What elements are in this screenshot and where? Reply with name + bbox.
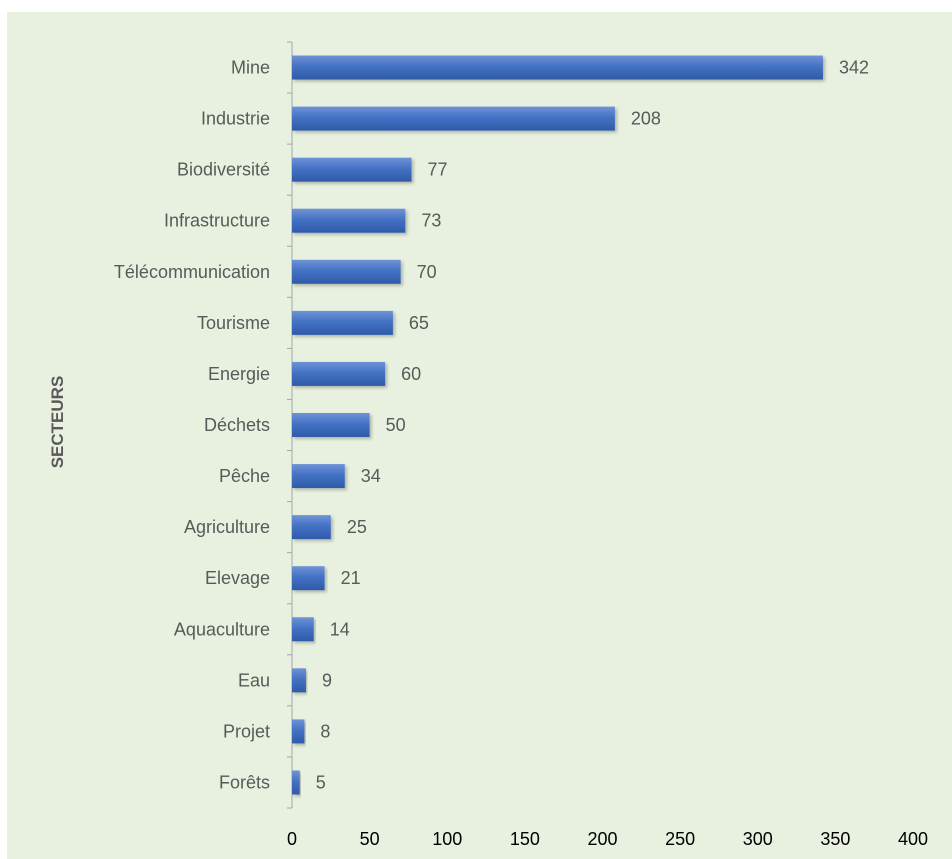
x-tick-label: 400 bbox=[898, 829, 928, 849]
x-tick-label: 250 bbox=[665, 829, 695, 849]
bar-5 bbox=[292, 311, 393, 335]
category-label: Aquaculture bbox=[174, 619, 270, 639]
data-label: 34 bbox=[361, 466, 381, 486]
category-label: Pêche bbox=[219, 466, 270, 486]
category-label: Mine bbox=[231, 58, 270, 78]
bar-7 bbox=[292, 413, 370, 437]
x-tick-label: 300 bbox=[743, 829, 773, 849]
bar-2 bbox=[292, 158, 412, 182]
x-tick-label: 350 bbox=[820, 829, 850, 849]
data-label: 8 bbox=[320, 721, 330, 741]
bar-6 bbox=[292, 362, 385, 386]
data-label: 77 bbox=[428, 160, 448, 180]
data-label: 342 bbox=[839, 58, 869, 78]
category-label: Infrastructure bbox=[164, 211, 270, 231]
category-label: Tourisme bbox=[197, 313, 270, 333]
x-tick-label: 0 bbox=[287, 829, 297, 849]
category-label: Industrie bbox=[201, 109, 270, 129]
x-tick-label: 150 bbox=[510, 829, 540, 849]
bar-13 bbox=[292, 719, 304, 743]
bar-14 bbox=[292, 770, 300, 794]
x-tick-label: 100 bbox=[432, 829, 462, 849]
x-tick-label: 50 bbox=[360, 829, 380, 849]
data-label: 25 bbox=[347, 517, 367, 537]
data-label: 73 bbox=[421, 211, 441, 231]
bar-0 bbox=[292, 56, 823, 80]
bar-11 bbox=[292, 617, 314, 641]
category-label: Elevage bbox=[205, 568, 270, 588]
data-label: 50 bbox=[386, 415, 406, 435]
category-label: Télécommunication bbox=[114, 262, 270, 282]
data-label: 5 bbox=[316, 772, 326, 792]
x-tick-label: 200 bbox=[587, 829, 617, 849]
bar-8 bbox=[292, 464, 345, 488]
category-label: Eau bbox=[238, 670, 270, 690]
data-label: 21 bbox=[341, 568, 361, 588]
data-label: 70 bbox=[417, 262, 437, 282]
data-label: 60 bbox=[401, 364, 421, 384]
data-label: 9 bbox=[322, 670, 332, 690]
y-axis-title: SECTEURS bbox=[48, 376, 67, 469]
data-label: 65 bbox=[409, 313, 429, 333]
category-label: Forêts bbox=[219, 772, 270, 792]
bar-3 bbox=[292, 209, 405, 233]
bar-9 bbox=[292, 515, 331, 539]
bar-1 bbox=[292, 107, 615, 131]
category-label: Biodiversité bbox=[177, 160, 270, 180]
category-label: Energie bbox=[208, 364, 270, 384]
bar-10 bbox=[292, 566, 325, 590]
category-label: Déchets bbox=[204, 415, 270, 435]
data-label: 14 bbox=[330, 619, 350, 639]
data-label: 208 bbox=[631, 109, 661, 129]
bar-12 bbox=[292, 668, 306, 692]
bar-4 bbox=[292, 260, 401, 284]
category-label: Agriculture bbox=[184, 517, 270, 537]
category-label: Projet bbox=[223, 721, 270, 741]
